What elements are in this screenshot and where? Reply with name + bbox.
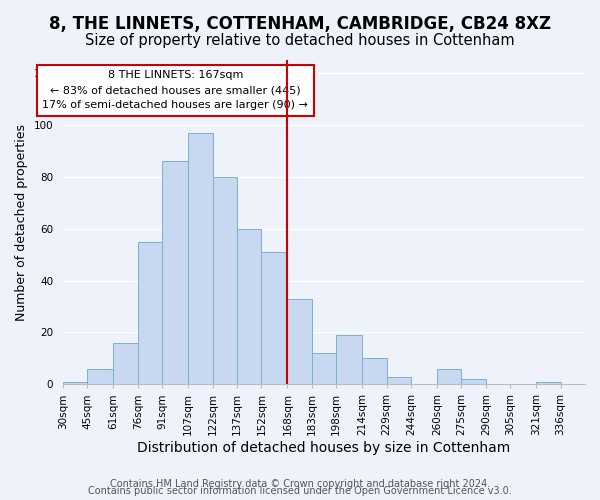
Text: Contains HM Land Registry data © Crown copyright and database right 2024.: Contains HM Land Registry data © Crown c… bbox=[110, 479, 490, 489]
Bar bbox=[212, 176, 237, 384]
Bar bbox=[437, 368, 461, 384]
Text: 8, THE LINNETS, COTTENHAM, CAMBRIDGE, CB24 8XZ: 8, THE LINNETS, COTTENHAM, CAMBRIDGE, CB… bbox=[49, 15, 551, 33]
Bar bbox=[262, 252, 287, 384]
Bar bbox=[312, 353, 336, 384]
Y-axis label: Number of detached properties: Number of detached properties bbox=[15, 124, 28, 320]
X-axis label: Distribution of detached houses by size in Cottenham: Distribution of detached houses by size … bbox=[137, 441, 511, 455]
Bar bbox=[536, 382, 560, 384]
Bar bbox=[287, 298, 312, 384]
Bar bbox=[162, 161, 188, 384]
Bar bbox=[88, 368, 113, 384]
Bar bbox=[113, 343, 138, 384]
Bar bbox=[138, 242, 162, 384]
Bar bbox=[461, 379, 486, 384]
Text: Size of property relative to detached houses in Cottenham: Size of property relative to detached ho… bbox=[85, 32, 515, 48]
Bar bbox=[386, 376, 411, 384]
Text: 8 THE LINNETS: 167sqm
← 83% of detached houses are smaller (445)
17% of semi-det: 8 THE LINNETS: 167sqm ← 83% of detached … bbox=[42, 70, 308, 110]
Bar bbox=[336, 335, 362, 384]
Bar bbox=[362, 358, 386, 384]
Bar bbox=[63, 382, 88, 384]
Bar bbox=[237, 228, 262, 384]
Text: Contains public sector information licensed under the Open Government Licence v3: Contains public sector information licen… bbox=[88, 486, 512, 496]
Bar bbox=[188, 132, 212, 384]
